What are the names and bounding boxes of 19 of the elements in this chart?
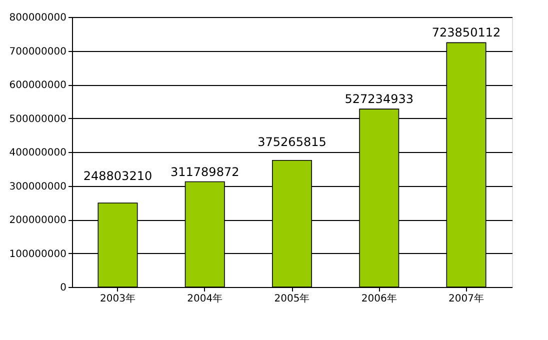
data-label: 527234933 — [344, 92, 414, 106]
y-tick-label: 600000000 — [9, 80, 66, 91]
y-tick-label: 200000000 — [9, 215, 66, 226]
y-tick-label: 100000000 — [9, 248, 66, 260]
x-tick-label: 2004年 — [187, 292, 223, 304]
data-label: 248803210 — [83, 168, 152, 183]
x-tick-label: 2003年 — [100, 292, 136, 304]
y-tick-label: 0 — [60, 282, 66, 294]
y-tick-label: 400000000 — [9, 148, 66, 158]
x-tick-label: 2005年 — [274, 292, 310, 304]
data-label: 311789872 — [170, 164, 240, 179]
x-tick-label: 2007年 — [448, 292, 484, 304]
x-tick-label: 2006年 — [361, 292, 397, 304]
data-label: 723850112 — [432, 26, 501, 40]
data-label: 375265815 — [258, 135, 326, 149]
y-tick-label: 700000000 — [9, 46, 66, 58]
y-tick-label: 500000000 — [9, 114, 66, 125]
y-tick-label: 300000000 — [9, 181, 66, 192]
y-tick-label: 800000000 — [9, 12, 66, 24]
